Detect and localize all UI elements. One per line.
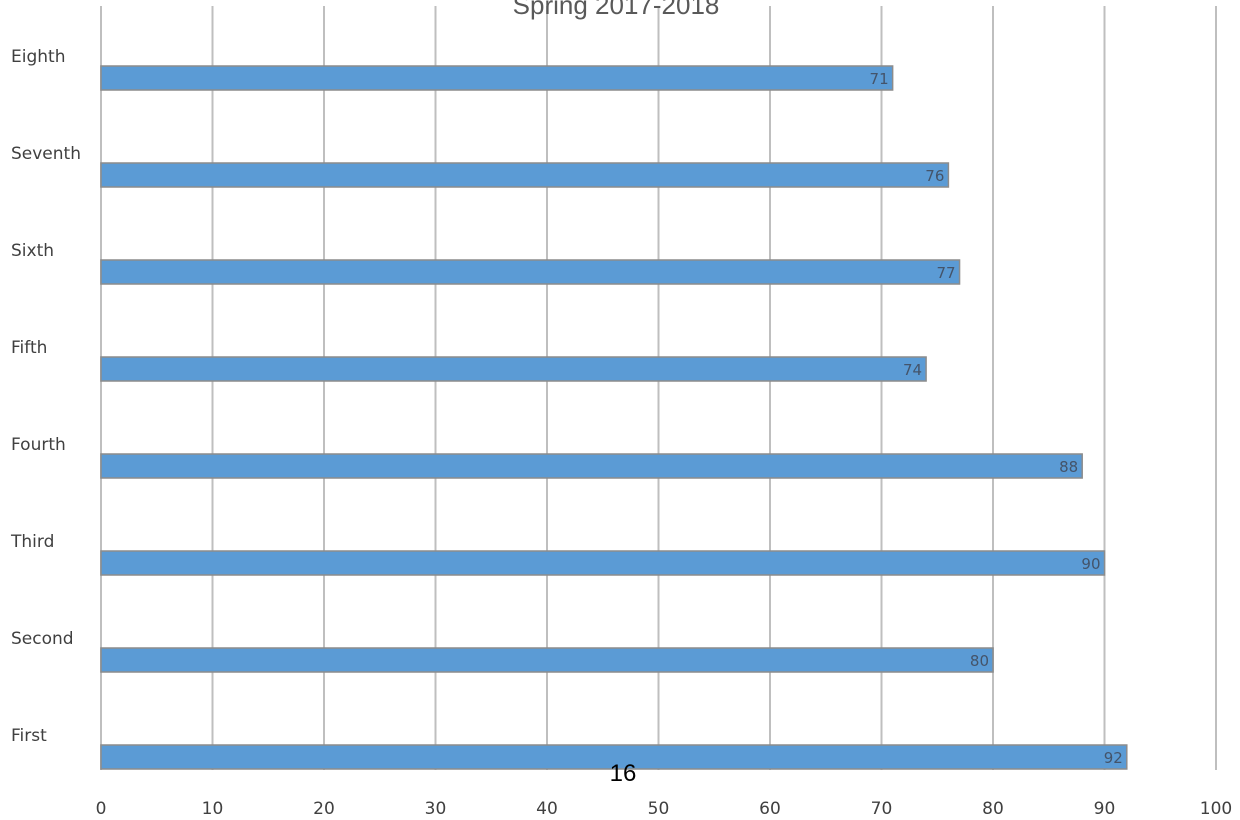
- x-tick-label-30: 30: [425, 799, 447, 819]
- gridlines: [100, 6, 1217, 770]
- x-tick-label-50: 50: [648, 799, 670, 819]
- category-label-sixth: Sixth: [11, 241, 54, 261]
- x-tick-label-100: 100: [1200, 799, 1232, 819]
- data-label-second: 80: [970, 652, 989, 670]
- bar-eighth: [100, 65, 894, 91]
- page-number: 16: [610, 760, 637, 787]
- data-label-eighth: 71: [870, 70, 889, 88]
- x-tick-label-20: 20: [313, 799, 335, 819]
- x-tick-label-0: 0: [96, 799, 107, 819]
- data-label-sixth: 77: [936, 264, 955, 282]
- bars: [100, 65, 1128, 770]
- category-label-first: First: [11, 726, 47, 746]
- category-label-second: Second: [11, 629, 74, 649]
- category-label-eighth: Eighth: [11, 47, 65, 67]
- x-tick-label-70: 70: [871, 799, 893, 819]
- category-label-third: Third: [10, 532, 54, 552]
- x-tick-label-90: 90: [1094, 799, 1116, 819]
- labels: 0 10 20 30 40 50 60 70 80 90 100 92 First 80 Second 90 T…: [10, 47, 1232, 819]
- x-tick-label-10: 10: [202, 799, 224, 819]
- category-label-seventh: Seventh: [11, 144, 81, 164]
- bar-fourth: [100, 453, 1083, 479]
- data-label-third: 90: [1081, 555, 1100, 573]
- chart-title: Spring 2017-2018: [513, 0, 720, 20]
- data-label-seventh: 76: [925, 167, 944, 185]
- x-tick-label-60: 60: [759, 799, 781, 819]
- data-label-fourth: 88: [1059, 458, 1078, 476]
- bar-fifth: [100, 356, 927, 382]
- category-label-fourth: Fourth: [11, 435, 66, 455]
- data-label-first: 92: [1104, 749, 1123, 767]
- data-label-fifth: 74: [903, 361, 922, 379]
- bar-sixth: [100, 259, 961, 285]
- category-label-fifth: Fifth: [11, 338, 47, 358]
- bar-third: [100, 550, 1106, 576]
- bar-seventh: [100, 162, 950, 188]
- x-tick-label-40: 40: [536, 799, 558, 819]
- bar-first: [100, 744, 1128, 770]
- x-tick-label-80: 80: [982, 799, 1004, 819]
- bar-second: [100, 647, 994, 673]
